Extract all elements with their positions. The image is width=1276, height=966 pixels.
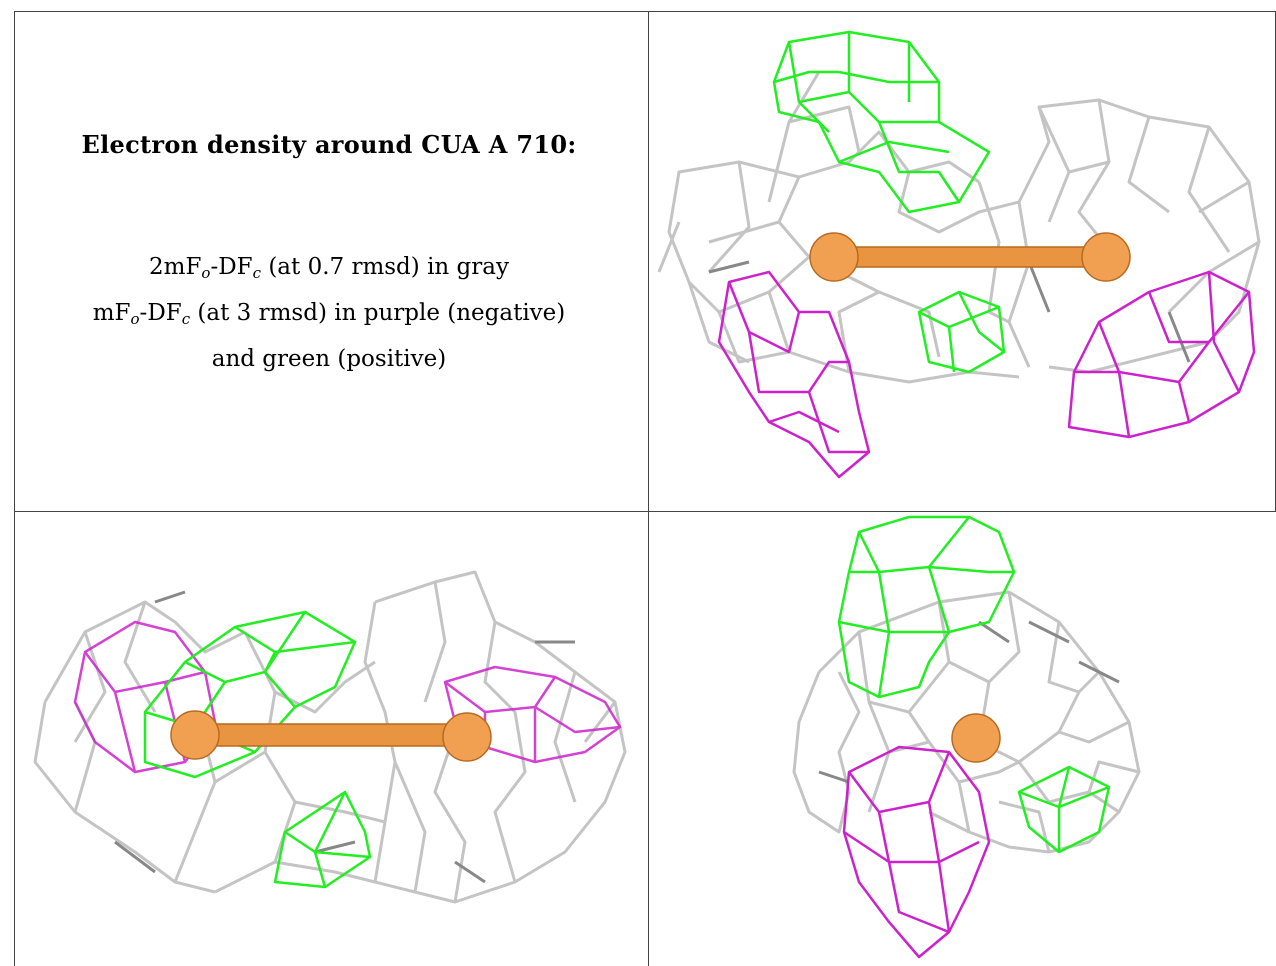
view-bottom-right [649, 512, 1276, 966]
copper-atoms [171, 711, 491, 761]
legend-line-2fo: 2mFo-DFc (at 0.7 rmsd) in gray [14, 247, 644, 293]
view-top-right [649, 12, 1275, 511]
copper-atom-1 [952, 714, 1000, 762]
green-mesh-top [774, 32, 989, 212]
cu-cu-bond [834, 247, 1102, 267]
cu-cu-bond [195, 724, 465, 746]
green-mesh-upper [145, 612, 355, 777]
copper-atom-1 [171, 711, 219, 759]
caption-panel: Electron density around CUA A 710: 2mFo-… [14, 12, 644, 507]
caption-legend: 2mFo-DFc (at 0.7 rmsd) in gray mFo-DFc (… [14, 247, 644, 379]
copper-atom-2 [443, 713, 491, 761]
copper-atoms [810, 233, 1130, 281]
caption-title: Electron density around CUA A 710: [14, 130, 644, 159]
copper-atoms [952, 714, 1000, 762]
copper-atom-1 [810, 233, 858, 281]
legend-line-colors: and green (positive) [14, 339, 644, 379]
copper-atom-2 [1082, 233, 1130, 281]
view-bottom-left [15, 512, 648, 966]
legend-line-fo: mFo-DFc (at 3 rmsd) in purple (negative) [14, 293, 644, 339]
green-mesh-center [919, 292, 1004, 372]
green-mesh-lower [275, 792, 370, 887]
